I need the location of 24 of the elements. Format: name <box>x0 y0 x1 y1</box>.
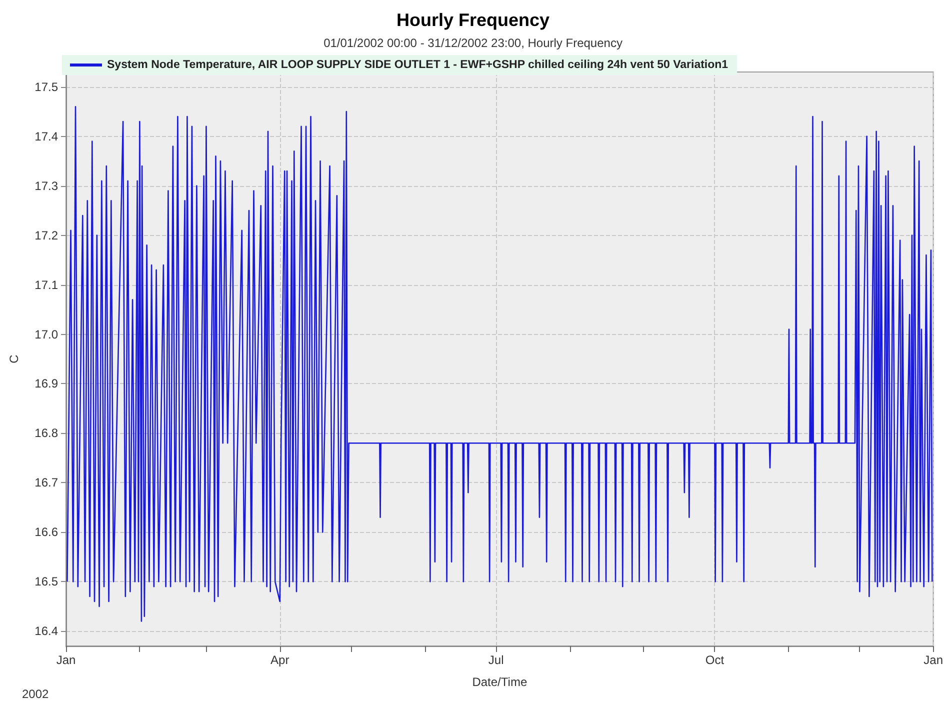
chart-subtitle: 01/01/2002 00:00 - 31/12/2002 23:00, Hourly Frequency <box>324 36 622 50</box>
x-axis-title: Date/Time <box>472 675 528 689</box>
x-tick-label: Oct <box>705 653 725 667</box>
y-tick-label: 17.3 <box>34 178 58 193</box>
x-tick-label: Jul <box>488 653 504 667</box>
y-tick-label: 16.7 <box>34 476 58 490</box>
y-axis-title: C <box>7 354 21 364</box>
y-tick-label: 17.0 <box>34 327 58 342</box>
x-tick-label: Jan <box>56 653 76 667</box>
legend-label: System Node Temperature, AIR LOOP SUPPLY SIDE OUTLET 1 - EWF+GSHP chilled ceiling 24h vent 50 Variation1 <box>107 59 729 71</box>
chart-title: Hourly Frequency <box>396 10 550 30</box>
y-tick-label: 16.5 <box>34 574 58 589</box>
y-tick-label: 17.2 <box>34 228 58 242</box>
x-tick-label: Jan <box>924 653 944 667</box>
text: 2002 <box>22 687 50 701</box>
y-tick-label: 17.5 <box>34 80 58 94</box>
y-tick-label: 16.9 <box>34 376 58 391</box>
y-tick-label: 16.8 <box>34 426 58 440</box>
y-tick-label: 16.4 <box>34 624 58 638</box>
y-tick-label: 17.1 <box>34 278 58 292</box>
y-tick-label: 17.4 <box>34 129 58 144</box>
y-tick-label: 16.6 <box>34 525 58 540</box>
x-tick-label: Apr <box>270 653 290 667</box>
line-series <box>66 106 933 622</box>
